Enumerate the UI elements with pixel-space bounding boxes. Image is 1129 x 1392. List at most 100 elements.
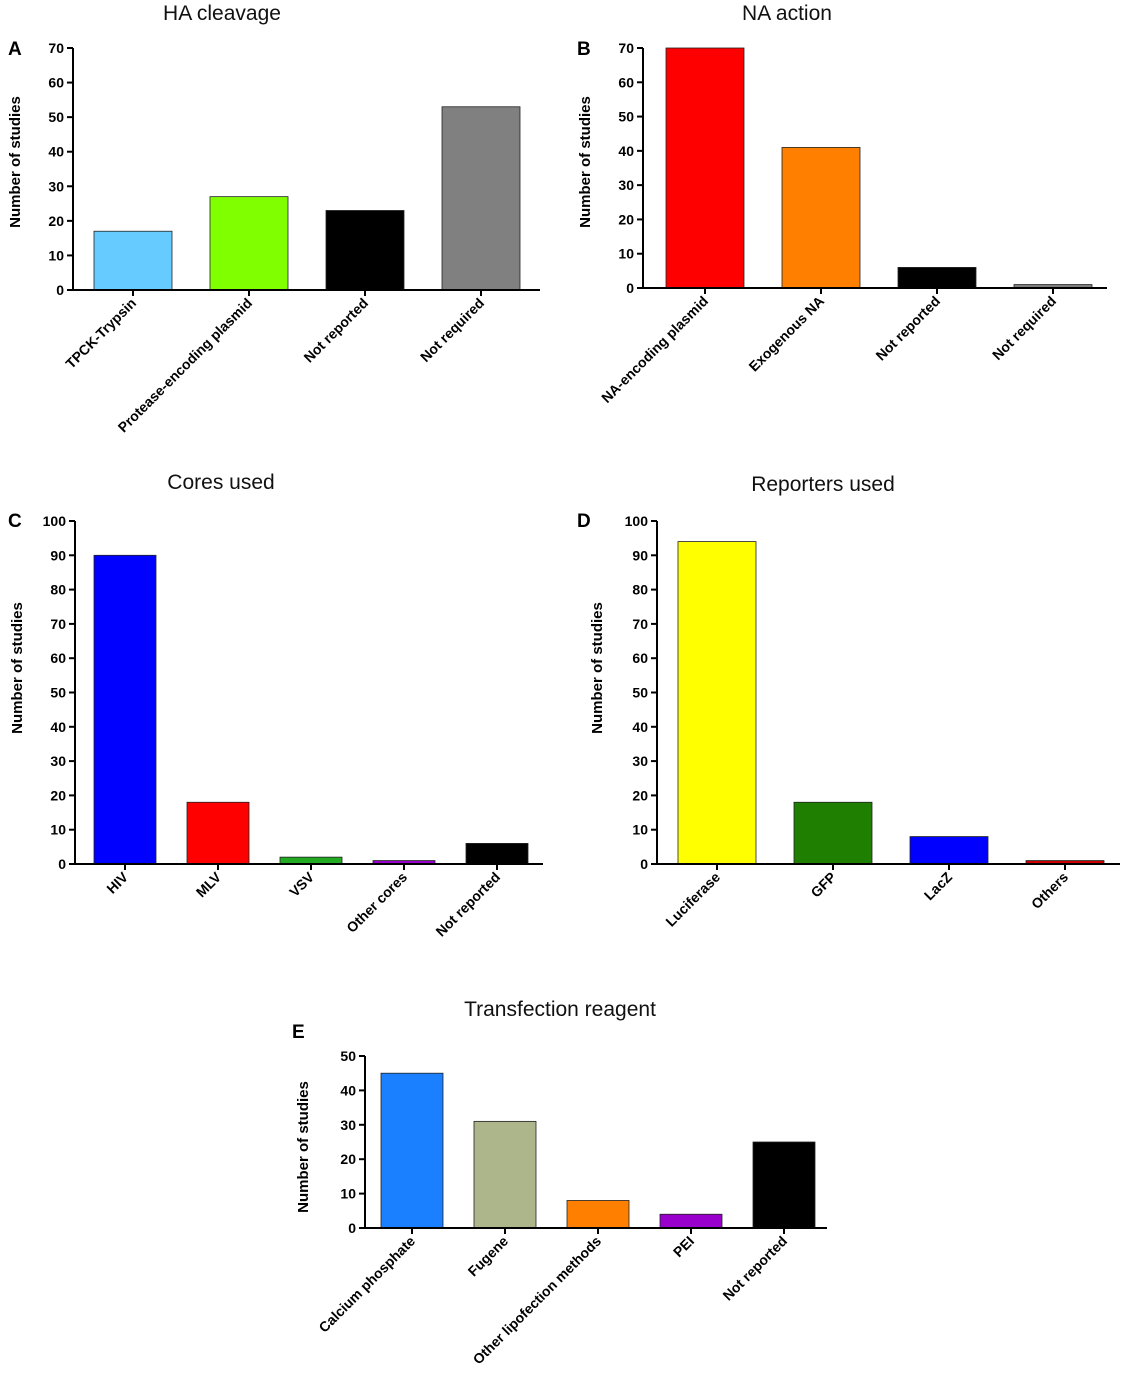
panel-e-y-tick-label: 20 [340,1151,356,1167]
panel-c-category-label-0: HIV [103,868,131,896]
panel-a-category-label-0: TPCK-Trypsin [62,295,139,372]
panel-c-y-tick-label: 90 [50,547,66,563]
panel-d-bar-1 [793,801,873,865]
panel-e-y-tick-label: 10 [340,1186,356,1202]
panel-a-y-tick-label: 60 [48,75,64,91]
panel-e-category-label-3: PEI [670,1233,697,1260]
panel-b-title: NA action [742,2,832,25]
panel-b-bar-2 [897,267,977,289]
panel-b-y-tick-label: 20 [618,211,634,227]
panel-d-title: Reporters used [751,473,895,496]
panel-e-y-tick-label: 0 [348,1220,356,1236]
panel-d-letter: D [577,511,591,532]
panel-b-y-tick-label: 10 [618,246,634,262]
panel-e-y-tick-label: 50 [340,1048,356,1064]
panel-d-category-label-3: Others [1028,869,1071,912]
panel-c-y-tick-label: 100 [43,513,67,529]
panel-e-bar-3 [659,1213,723,1229]
panel-a-bar-3 [441,106,521,291]
panel-a-y-tick-label: 30 [48,178,64,194]
panel-d-y-tick-label: 0 [640,856,648,872]
panel-e-title: Transfection reagent [464,998,656,1021]
panel-c-category-label-3: Other cores [343,869,410,936]
panel-e-category-label-1: Fugene [465,1233,512,1280]
panel-b-y-axis-label: Number of studies [577,96,594,228]
panel-d-y-tick-label: 90 [632,547,648,563]
panel-b-y-tick-label: 40 [618,143,634,159]
panel-b-letter: B [577,39,591,60]
panel-a-y-tick-label: 10 [48,247,64,263]
panel-d-y-tick-label: 100 [625,513,649,529]
panel-d-category-label-2: LacZ [921,868,956,903]
panel-e-bar-4 [752,1141,816,1229]
panel-c-y-tick-label: 0 [58,856,66,872]
panel-b-category-label-3: Not required [989,293,1059,363]
panel-d-y-axis-label: Number of studies [589,602,606,734]
panel-e-y-tick-label: 30 [340,1117,356,1133]
panel-d-bar-2 [909,836,989,865]
panel-e-bar-1 [473,1120,537,1229]
panel-c-y-tick-label: 70 [50,616,66,632]
panel-d-y-tick-label: 40 [632,719,648,735]
panel-d-y-tick-label: 20 [632,787,648,803]
panel-b-category-label-0: NA-encoding plasmid [598,293,711,406]
panel-a-y-axis-label: Number of studies [7,96,24,228]
panel-c-bar-1 [186,801,250,865]
panel-c-category-label-1: MLV [193,868,225,900]
panel-a-y-tick-label: 20 [48,213,64,229]
panel-c-bar-2 [279,856,343,865]
panel-b-bar-0 [665,47,745,289]
panel-b-category-label-1: Exogenous NA [745,293,827,375]
panel-a-bar-2 [325,210,405,291]
panel-b-bar-1 [781,147,861,289]
panel-e-category-label-0: Calcium phosphate [315,1233,418,1336]
panel-b-category-label-2: Not reported [872,293,943,364]
panel-c-bar-0 [93,554,157,865]
panel-c-y-tick-label: 40 [50,719,66,735]
panel-e-letter: E [292,1022,305,1043]
panel-b-y-tick-label: 60 [618,74,634,90]
panel-b-y-tick-label: 30 [618,177,634,193]
panel-e-y-axis-label: Number of studies [295,1081,312,1213]
panel-c-y-tick-label: 10 [50,822,66,838]
panel-d-y-tick-label: 60 [632,650,648,666]
panel-a-category-label-1: Protease-encoding plasmid [115,295,256,436]
panel-a-category-label-2: Not reported [300,295,371,366]
panel-e-category-label-4: Not reported [719,1233,790,1304]
panel-d-y-tick-label: 50 [632,685,648,701]
panel-c-bar-4 [465,843,529,865]
panel-b-y-tick-label: 0 [626,280,634,296]
panel-d-y-tick-label: 80 [632,582,648,598]
panel-e-bar-0 [380,1072,444,1229]
panel-d-y-tick-label: 10 [632,822,648,838]
panel-c-y-tick-label: 50 [50,685,66,701]
panel-d-bar-0 [677,541,757,865]
panel-a-y-tick-label: 0 [56,282,64,298]
panel-e-y-tick-label: 40 [340,1082,356,1098]
panel-d-y-tick-label: 70 [632,616,648,632]
panel-b-y-tick-label: 50 [618,109,634,125]
panel-d-y-tick-label: 30 [632,753,648,769]
panel-d-category-label-1: GFP [807,869,839,901]
panel-a-y-tick-label: 70 [48,40,64,56]
panel-a-y-tick-label: 50 [48,109,64,125]
panel-a-bar-1 [209,196,289,291]
panel-d-category-label-0: Luciferase [662,869,723,930]
panel-c-y-axis-label: Number of studies [9,602,26,734]
panel-a-letter: A [8,39,22,60]
panel-c-y-tick-label: 30 [50,753,66,769]
panel-c-category-label-4: Not reported [432,869,503,940]
panel-c-category-label-2: VSV [286,868,318,900]
panel-c-y-tick-label: 20 [50,787,66,803]
panel-c-y-tick-label: 60 [50,650,66,666]
panel-e-bar-2 [566,1200,630,1229]
panel-a-title: HA cleavage [163,2,281,25]
panel-c-title: Cores used [167,471,274,494]
panel-a-y-tick-label: 40 [48,144,64,160]
panel-c-letter: C [8,511,22,532]
panel-a-category-label-3: Not required [417,295,487,365]
panel-b-y-tick-label: 70 [618,40,634,56]
panel-c-y-tick-label: 80 [50,582,66,598]
panel-a-bar-0 [93,230,173,291]
